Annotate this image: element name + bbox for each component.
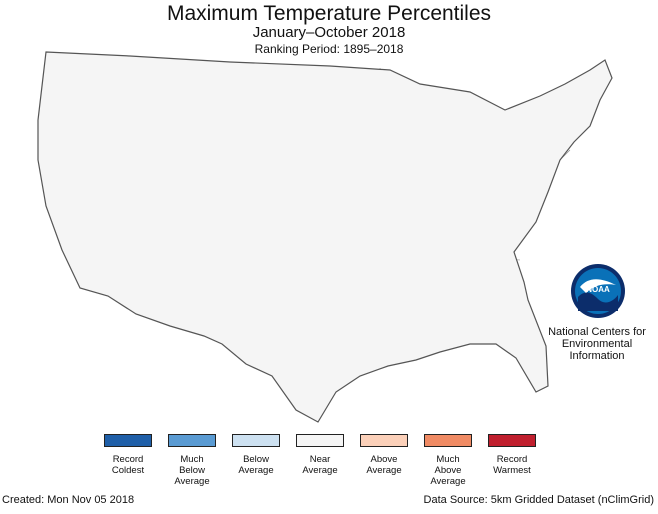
ncei-label: National Centers for Environmental Infor… [548, 326, 646, 362]
legend-label: Much Below Average [174, 454, 210, 487]
national-border [37, 51, 613, 423]
noaa-logo: NOAA [570, 263, 626, 319]
legend-item-below: Below Average [224, 434, 288, 476]
legend-item-near: Near Average [288, 434, 352, 476]
legend-swatch [104, 434, 152, 447]
legend-swatch [424, 434, 472, 447]
legend-label: Below Average [238, 454, 274, 476]
ncei-line-2: Environmental [561, 338, 633, 350]
ncei-line-1: National Centers for [548, 326, 646, 338]
legend-swatch [296, 434, 344, 447]
legend-item-much-below: Much Below Average [160, 434, 224, 487]
legend-swatch [488, 434, 536, 447]
data-source: Data Source: 5km Gridded Dataset (nClimG… [423, 494, 654, 506]
legend-swatch [168, 434, 216, 447]
ncei-line-3: Information [569, 350, 625, 362]
legend-label: Near Average [302, 454, 338, 476]
noaa-logo-text: NOAA [586, 285, 610, 294]
legend-label: Record Warmest [493, 454, 531, 476]
legend-swatch [360, 434, 408, 447]
ranking-period: Ranking Period: 1895–2018 [254, 42, 404, 56]
legend-swatch [232, 434, 280, 447]
legend-label: Record Coldest [111, 454, 145, 476]
map-subtitle: January–October 2018 [252, 24, 406, 41]
legend: Record Coldest Much Below Average Below … [96, 434, 536, 494]
legend-item-much-above: Much Above Average [416, 434, 480, 487]
map-title: Maximum Temperature Percentiles [166, 2, 492, 25]
legend-item-above: Above Average [352, 434, 416, 476]
legend-label: Much Above Average [430, 454, 466, 487]
legend-label: Above Average [366, 454, 402, 476]
created-date: Created: Mon Nov 05 2018 [2, 494, 135, 506]
legend-item-record-coldest: Record Coldest [96, 434, 160, 476]
legend-item-record-warmest: Record Warmest [480, 434, 544, 476]
